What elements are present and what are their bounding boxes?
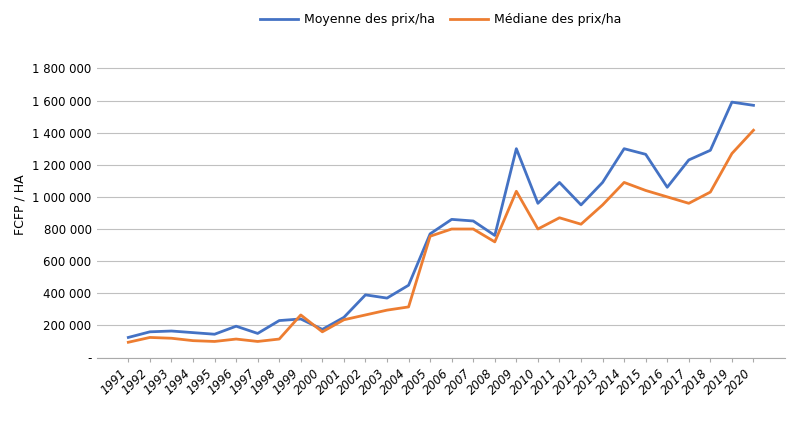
- Line: Médiane des prix/ha: Médiane des prix/ha: [129, 130, 753, 342]
- Médiane des prix/ha: [619, 180, 629, 185]
- Moyenne des prix/ha: [490, 233, 500, 238]
- Médiane des prix/ha: [210, 339, 219, 344]
- Médiane des prix/ha: [382, 307, 392, 313]
- Médiane des prix/ha: [296, 312, 306, 317]
- Moyenne des prix/ha: [274, 318, 284, 323]
- Moyenne des prix/ha: [641, 152, 650, 157]
- Moyenne des prix/ha: [533, 201, 543, 206]
- Moyenne des prix/ha: [404, 283, 413, 288]
- Médiane des prix/ha: [598, 202, 608, 208]
- Médiane des prix/ha: [404, 304, 413, 310]
- Moyenne des prix/ha: [426, 231, 435, 236]
- Médiane des prix/ha: [145, 335, 155, 340]
- Moyenne des prix/ha: [619, 146, 629, 151]
- Médiane des prix/ha: [253, 339, 263, 344]
- Moyenne des prix/ha: [468, 218, 478, 224]
- Médiane des prix/ha: [576, 221, 586, 227]
- Moyenne des prix/ha: [188, 330, 198, 335]
- Moyenne des prix/ha: [576, 202, 586, 208]
- Moyenne des prix/ha: [210, 332, 219, 337]
- Médiane des prix/ha: [490, 239, 500, 245]
- Moyenne des prix/ha: [598, 180, 608, 185]
- Médiane des prix/ha: [274, 337, 284, 342]
- Médiane des prix/ha: [317, 329, 327, 334]
- Moyenne des prix/ha: [361, 292, 371, 297]
- Moyenne des prix/ha: [296, 317, 306, 322]
- Médiane des prix/ha: [555, 215, 565, 220]
- Médiane des prix/ha: [727, 151, 737, 156]
- Moyenne des prix/ha: [663, 184, 672, 190]
- Médiane des prix/ha: [684, 201, 693, 206]
- Médiane des prix/ha: [641, 188, 650, 193]
- Médiane des prix/ha: [167, 336, 176, 341]
- Moyenne des prix/ha: [382, 296, 392, 301]
- Médiane des prix/ha: [748, 128, 758, 133]
- Moyenne des prix/ha: [253, 331, 263, 336]
- Moyenne des prix/ha: [231, 324, 241, 329]
- Moyenne des prix/ha: [145, 329, 155, 334]
- Moyenne des prix/ha: [705, 148, 715, 153]
- Moyenne des prix/ha: [511, 146, 521, 151]
- Médiane des prix/ha: [124, 340, 133, 345]
- Médiane des prix/ha: [663, 194, 672, 200]
- Moyenne des prix/ha: [555, 180, 565, 185]
- Médiane des prix/ha: [705, 190, 715, 195]
- Moyenne des prix/ha: [748, 103, 758, 108]
- Médiane des prix/ha: [188, 338, 198, 343]
- Moyenne des prix/ha: [317, 327, 327, 332]
- Médiane des prix/ha: [361, 312, 371, 317]
- Line: Moyenne des prix/ha: Moyenne des prix/ha: [129, 102, 753, 337]
- Médiane des prix/ha: [511, 189, 521, 194]
- Y-axis label: FCFP / HA: FCFP / HA: [14, 174, 27, 235]
- Médiane des prix/ha: [426, 234, 435, 239]
- Médiane des prix/ha: [231, 337, 241, 342]
- Médiane des prix/ha: [447, 226, 456, 232]
- Moyenne des prix/ha: [684, 157, 693, 163]
- Médiane des prix/ha: [468, 226, 478, 232]
- Médiane des prix/ha: [533, 226, 543, 232]
- Moyenne des prix/ha: [447, 217, 456, 222]
- Moyenne des prix/ha: [727, 99, 737, 105]
- Médiane des prix/ha: [339, 317, 349, 322]
- Moyenne des prix/ha: [339, 315, 349, 320]
- Moyenne des prix/ha: [167, 328, 176, 334]
- Legend: Moyenne des prix/ha, Médiane des prix/ha: Moyenne des prix/ha, Médiane des prix/ha: [260, 13, 621, 26]
- Moyenne des prix/ha: [124, 335, 133, 340]
